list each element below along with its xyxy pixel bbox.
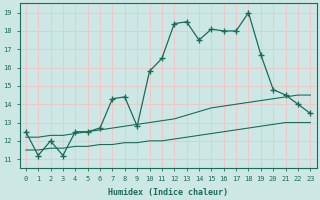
X-axis label: Humidex (Indice chaleur): Humidex (Indice chaleur) — [108, 188, 228, 197]
